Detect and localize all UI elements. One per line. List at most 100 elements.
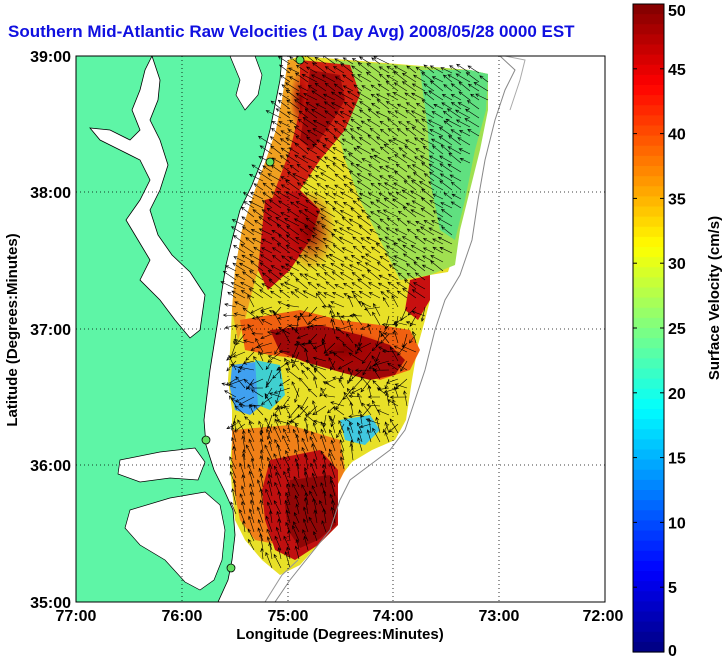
velocity-arrow bbox=[322, 414, 327, 428]
velocity-arrow bbox=[312, 400, 318, 416]
velocity-arrow bbox=[343, 256, 354, 263]
velocity-arrow bbox=[387, 118, 399, 128]
velocity-arrow bbox=[320, 434, 327, 452]
velocity-arrow bbox=[387, 362, 399, 371]
velocity-arrow bbox=[290, 358, 300, 371]
velocity-arrow bbox=[450, 94, 462, 101]
velocity-arrow bbox=[295, 237, 309, 245]
velocity-arrow bbox=[430, 255, 444, 263]
velocity-arrow bbox=[260, 396, 273, 405]
velocity-arrow bbox=[354, 368, 372, 373]
velocity-arrow bbox=[238, 262, 255, 272]
velocity-arrow bbox=[376, 136, 390, 146]
velocity-arrow bbox=[273, 426, 282, 443]
velocity-arrow bbox=[365, 71, 381, 83]
velocity-arrow bbox=[329, 479, 336, 497]
velocity-arrow bbox=[286, 546, 291, 560]
velocity-arrow bbox=[224, 324, 237, 329]
velocity-arrow bbox=[248, 428, 255, 443]
velocity-arrow bbox=[241, 216, 255, 227]
colorbar-segment bbox=[633, 287, 664, 299]
velocity-arrow bbox=[473, 82, 489, 92]
velocity-arrow bbox=[409, 315, 417, 327]
velocity-arrow bbox=[324, 137, 336, 146]
velocity-arrow bbox=[291, 381, 300, 398]
velocity-arrow bbox=[303, 535, 309, 551]
velocity-arrow bbox=[347, 294, 354, 308]
velocity-arrow bbox=[324, 244, 336, 254]
velocity-arrow bbox=[338, 236, 354, 245]
velocity-arrow bbox=[366, 269, 381, 281]
colorbar-segment bbox=[633, 398, 664, 410]
colorbar-segment bbox=[633, 540, 664, 552]
velocity-arrow bbox=[387, 399, 399, 407]
velocity-arrow bbox=[376, 210, 390, 218]
velocity-arrow bbox=[265, 551, 273, 569]
velocity-arrow bbox=[252, 280, 264, 290]
velocity-arrow bbox=[277, 366, 282, 380]
velocity-arrow bbox=[467, 65, 480, 74]
velocity-arrow bbox=[234, 301, 246, 308]
velocity-arrow bbox=[361, 274, 372, 281]
velocity-arrow bbox=[250, 389, 264, 398]
velocity-arrow bbox=[339, 210, 354, 218]
velocity-arrow bbox=[231, 488, 237, 506]
velocity-arrow bbox=[286, 483, 291, 497]
velocity-arrow bbox=[324, 200, 336, 209]
velocity-arrow bbox=[418, 181, 435, 191]
velocity-arrow bbox=[332, 193, 345, 200]
velocity-arrow bbox=[230, 501, 237, 515]
velocity-arrow bbox=[428, 181, 444, 191]
lat-tick: 38:00 bbox=[30, 185, 71, 202]
velocity-arrow bbox=[366, 403, 381, 407]
velocity-arrow bbox=[333, 83, 345, 92]
velocity-arrow bbox=[411, 164, 426, 173]
velocity-arrow bbox=[392, 137, 408, 146]
velocity-arrow bbox=[450, 102, 462, 110]
velocity-arrow bbox=[242, 520, 246, 533]
velocity-arrow bbox=[351, 290, 363, 299]
velocity-arrow bbox=[241, 452, 246, 470]
colorbar-segment bbox=[633, 449, 664, 461]
velocity-arrow bbox=[306, 136, 318, 146]
velocity-arrow bbox=[369, 229, 381, 236]
velocity-arrow bbox=[295, 503, 300, 515]
velocity-arrow bbox=[334, 173, 345, 182]
velocity-arrow bbox=[422, 247, 435, 254]
velocity-arrow bbox=[372, 360, 390, 367]
map-grid bbox=[76, 56, 605, 602]
colorbar-tick-label: 10 bbox=[668, 515, 686, 532]
velocity-arrow bbox=[222, 313, 237, 317]
velocity-arrow bbox=[302, 518, 309, 533]
velocity-arrow bbox=[438, 135, 453, 146]
velocity-arrow bbox=[294, 449, 300, 461]
velocity-arrow bbox=[294, 142, 309, 155]
velocity-arrow bbox=[357, 430, 363, 443]
colorbar-segment bbox=[633, 368, 664, 380]
velocity-arrow bbox=[334, 58, 345, 65]
velocity-arrow bbox=[279, 64, 291, 74]
velocity-arrow bbox=[282, 435, 291, 452]
velocity-arrow bbox=[392, 398, 399, 416]
velocity-arrow bbox=[266, 369, 273, 386]
velocity-arrow bbox=[458, 91, 471, 101]
lon-tick: 77:00 bbox=[56, 608, 97, 625]
velocity-arrow bbox=[316, 155, 327, 164]
velocity-arrow bbox=[428, 155, 444, 164]
velocity-arrow bbox=[403, 390, 408, 407]
velocity-arrow bbox=[337, 360, 354, 370]
velocity-arrow bbox=[311, 108, 327, 119]
velocity-arrow bbox=[342, 175, 354, 182]
velocity-arrow bbox=[465, 108, 480, 119]
velocity-arrow bbox=[379, 218, 390, 227]
velocity-arrow bbox=[342, 148, 354, 155]
velocity-arrow bbox=[321, 520, 327, 533]
velocity-arrow bbox=[421, 264, 435, 272]
velocity-arrow bbox=[315, 292, 327, 308]
colorbar-segment bbox=[633, 166, 664, 177]
velocity-arrow bbox=[289, 164, 300, 173]
velocity-arrow bbox=[322, 489, 327, 506]
velocity-arrow bbox=[459, 158, 471, 164]
velocity-arrow bbox=[334, 111, 345, 119]
velocity-arrow bbox=[313, 376, 318, 389]
